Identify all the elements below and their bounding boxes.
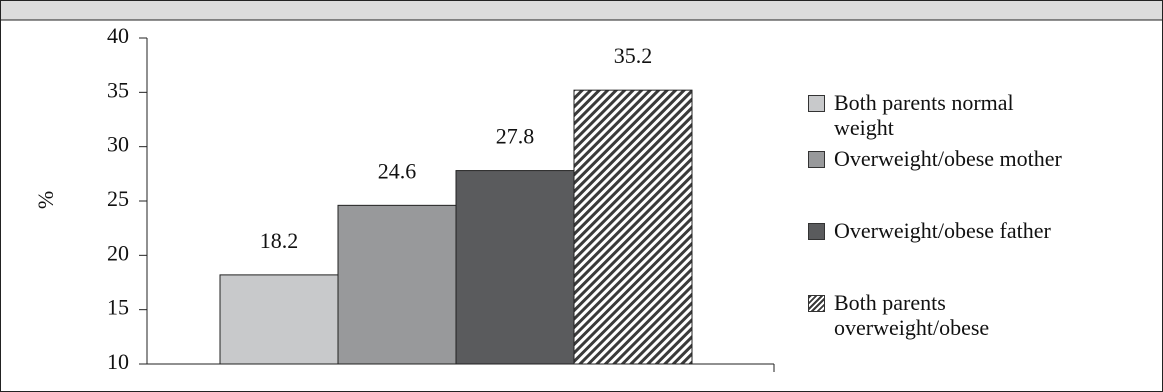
y-tick-label: 40 [107,23,129,48]
value-label: 27.8 [496,124,535,149]
legend-swatch [808,95,825,112]
bar [337,204,457,365]
bar [455,170,575,365]
legend-swatch [808,151,825,168]
value-label: 18.2 [260,228,299,253]
bar [219,274,339,365]
legend-swatch [808,295,825,312]
y-tick-label: 25 [107,186,129,211]
legend-swatch [808,223,825,240]
legend-label: Overweight/obese father [834,218,1051,243]
legend-entry: Overweight/obese mother [808,146,1163,171]
y-tick-label: 15 [107,295,129,320]
y-axis-label: % [33,191,58,209]
legend-entry: Overweight/obese father [808,218,1163,243]
y-tick-label: 30 [107,132,129,157]
value-label: 35.2 [614,43,653,68]
legend-entry: Both parents normal weight [808,90,1074,140]
legend-entry: Both parents overweight/obese [808,290,1074,340]
y-tick-label: 10 [107,349,129,374]
legend-label: Both parents overweight/obese [834,290,990,340]
bar [573,89,693,365]
title-strip [0,0,1163,20]
legend-label: Overweight/obese mother [834,146,1062,171]
y-tick-label: 35 [107,77,129,102]
value-label: 24.6 [378,158,417,183]
legend-label: Both parents normal weight [834,90,1014,140]
y-tick-label: 20 [107,240,129,265]
